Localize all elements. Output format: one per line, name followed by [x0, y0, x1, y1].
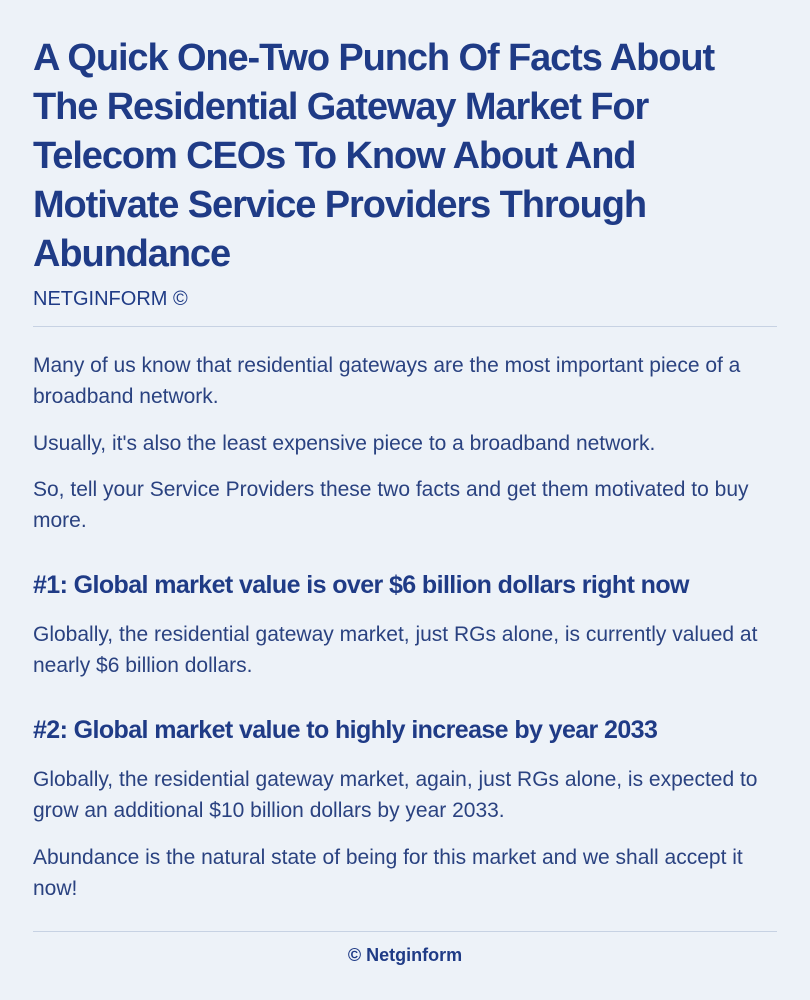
article-title: A Quick One-Two Punch Of Facts About The…	[33, 37, 715, 275]
intro-paragraph: Usually, it's also the least expensive p…	[33, 432, 656, 455]
divider	[33, 326, 777, 327]
footer-copyright: © Netginform	[347, 945, 463, 965]
intro-paragraph: Many of us know that residential gateway…	[33, 354, 741, 408]
section-heading: #1: Global market value is over $6 billi…	[33, 571, 689, 599]
section-heading: #2: Global market value to highly increa…	[33, 716, 658, 744]
section-paragraph: Abundance is the natural state of being …	[33, 846, 743, 900]
byline: NETGINFORM ©	[33, 288, 188, 310]
article: A Quick One-Two Punch Of Facts About The…	[33, 0, 777, 1000]
section-paragraph: Globally, the residential gateway market…	[33, 623, 758, 677]
section-paragraph: Globally, the residential gateway market…	[33, 768, 758, 822]
intro-paragraph: So, tell your Service Providers these tw…	[33, 478, 749, 532]
divider	[33, 931, 777, 932]
